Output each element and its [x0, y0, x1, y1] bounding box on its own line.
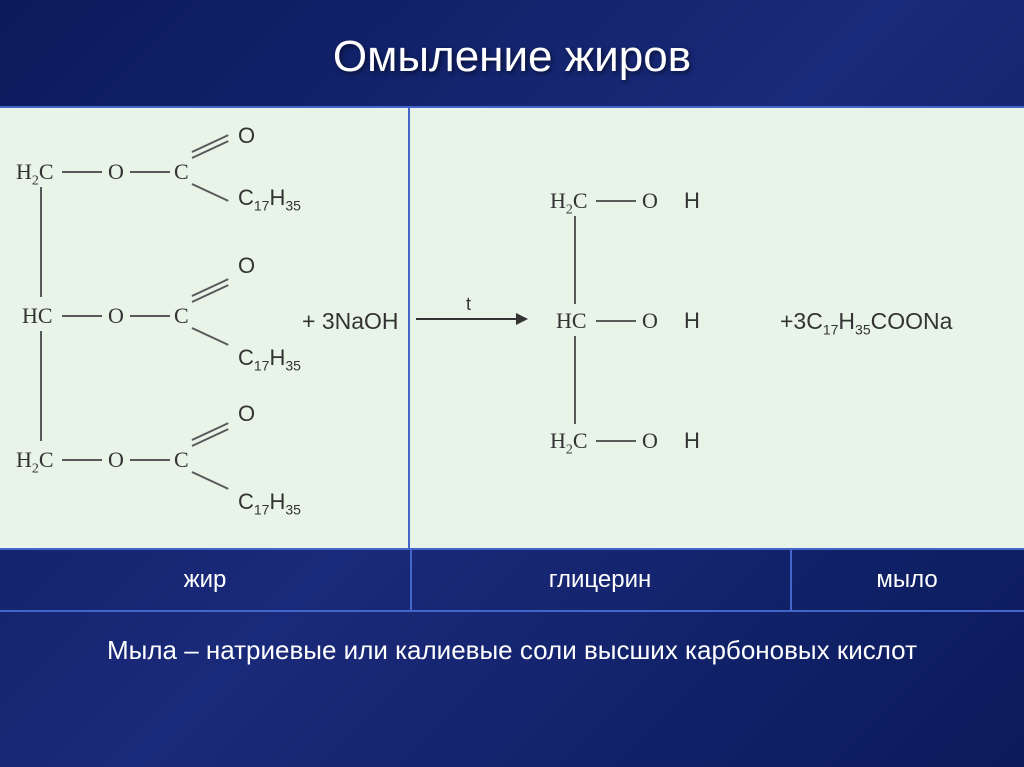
atom-dblO-2: O: [238, 253, 255, 279]
bond: [62, 459, 102, 461]
bond: [40, 331, 42, 441]
arrow-line: [416, 318, 526, 320]
bond: [130, 171, 170, 173]
label-fat: жир: [0, 566, 410, 594]
arrow-head-icon: [516, 313, 528, 325]
arrow-condition: t: [466, 294, 471, 315]
atom-r-3: C17H35: [238, 489, 301, 517]
bond: [596, 440, 636, 442]
bond: [596, 320, 636, 322]
bond: [192, 471, 229, 490]
reaction-arrow: t: [416, 318, 536, 320]
atom-dblO-1: O: [238, 123, 255, 149]
reagent-naoh: + 3NaOH: [302, 308, 399, 335]
bond: [40, 187, 42, 297]
product-salt: +3C17H35COONa: [780, 308, 952, 338]
bond: [62, 315, 102, 317]
atom-dblO-3: O: [238, 401, 255, 427]
label-soap: мыло: [790, 566, 1024, 594]
divider-v1: [410, 550, 412, 610]
divider-v2: [790, 550, 792, 610]
g-h-2: H: [684, 308, 700, 334]
atom-c-1: C: [174, 159, 189, 185]
bond: [192, 183, 229, 202]
bond: [574, 336, 576, 424]
bond: [62, 171, 102, 173]
atom-o-2: O: [108, 303, 124, 329]
g-o-2: O: [642, 308, 658, 334]
g-o-1: O: [642, 188, 658, 214]
atom-r-1: C17H35: [238, 185, 301, 213]
g-h-1: H: [684, 188, 700, 214]
atom-c-3: C: [174, 447, 189, 473]
atom-o-1: O: [108, 159, 124, 185]
product-panel: H2C O H HC O H H2C O H t +3C: [410, 108, 1024, 548]
atom-h2c-3: H2C: [16, 447, 54, 477]
bond: [130, 315, 170, 317]
bond: [130, 459, 170, 461]
g-hc: HC: [556, 308, 587, 334]
g-h2c-3: H2C: [550, 428, 588, 458]
g-h-3: H: [684, 428, 700, 454]
footer-definition: Мыла – натриевые или калиевые соли высши…: [0, 612, 1024, 688]
bond: [574, 216, 576, 304]
slide-title: Омыление жиров: [0, 0, 1024, 106]
atom-h2c-1: H2C: [16, 159, 54, 189]
reaction-container: H2C O C O C17H35 HC O C O C17H35: [0, 108, 1024, 548]
bond: [192, 327, 229, 346]
bond: [596, 200, 636, 202]
atom-hc: HC: [22, 303, 53, 329]
g-h2c-1: H2C: [550, 188, 588, 218]
atom-c-2: C: [174, 303, 189, 329]
atom-r-2: C17H35: [238, 345, 301, 373]
labels-row: жир глицерин мыло: [0, 550, 1024, 610]
g-o-3: O: [642, 428, 658, 454]
label-glycerin: глицерин: [410, 566, 790, 594]
glycerol-structure: H2C O H HC O H H2C O H: [550, 188, 770, 448]
atom-o-3: O: [108, 447, 124, 473]
